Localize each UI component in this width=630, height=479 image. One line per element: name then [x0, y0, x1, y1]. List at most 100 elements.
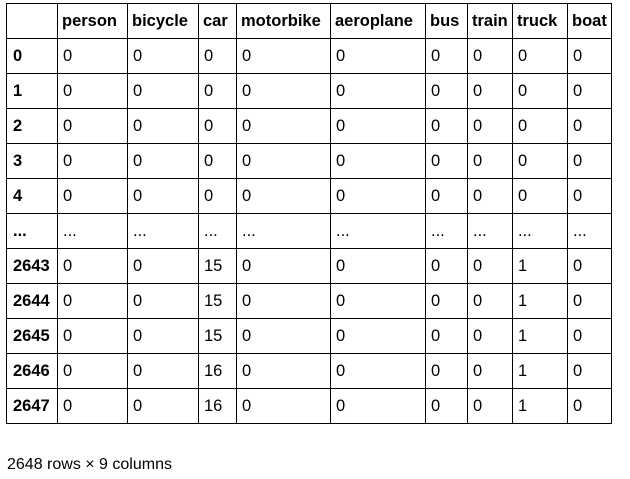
table-cell: 0: [512, 108, 568, 144]
header-row: person bicycle car motorbike aeroplane b…: [6, 3, 612, 39]
row-index-cell: 2647: [6, 388, 58, 424]
table-cell: 0: [567, 248, 612, 284]
table-cell: 0: [330, 38, 426, 74]
table-cell: 0: [330, 73, 426, 109]
table-cell: 0: [57, 108, 128, 144]
table-cell: ...: [198, 213, 237, 249]
table-cell: 0: [425, 283, 468, 319]
table-cell: 0: [567, 143, 612, 179]
table-cell: 0: [330, 248, 426, 284]
table-cell: 0: [236, 318, 331, 354]
table-cell: 0: [512, 178, 568, 214]
row-index-cell: 2646: [6, 353, 58, 389]
table-row: 2644 0 0 15 0 0 0 0 1 0: [6, 283, 612, 319]
index-header-cell: [6, 3, 58, 39]
table-row: ..............................: [6, 213, 612, 249]
table-cell: 0: [236, 38, 331, 74]
column-header-person: person: [57, 3, 128, 39]
row-index-cell: 4: [6, 178, 58, 214]
table-cell: 0: [330, 143, 426, 179]
table-cell: 0: [567, 353, 612, 389]
table-row: 2647 0 0 16 0 0 0 0 1 0: [6, 388, 612, 424]
table-cell: 0: [236, 388, 331, 424]
table-cell: 1: [512, 318, 568, 354]
table-cell: 0: [425, 73, 468, 109]
table-cell: 0: [127, 318, 199, 354]
table-cell: ...: [567, 213, 612, 249]
table-cell: 1: [512, 248, 568, 284]
table-header: person bicycle car motorbike aeroplane b…: [6, 3, 612, 39]
column-header-train: train: [467, 3, 513, 39]
table-cell: 0: [330, 108, 426, 144]
table-cell: ...: [512, 213, 568, 249]
table-cell: 0: [57, 38, 128, 74]
table-cell: 0: [467, 388, 513, 424]
table-cell: 0: [567, 388, 612, 424]
table-cell: 0: [57, 178, 128, 214]
table-cell: 0: [467, 38, 513, 74]
table-cell: 0: [330, 318, 426, 354]
table-cell: 0: [198, 143, 237, 179]
table-cell: 0: [236, 178, 331, 214]
table-cell: 0: [57, 143, 128, 179]
table-cell: 0: [425, 38, 468, 74]
column-header-boat: boat: [567, 3, 612, 39]
row-index-cell: 2645: [6, 318, 58, 354]
table-cell: 1: [512, 388, 568, 424]
table-cell: ...: [467, 213, 513, 249]
table-cell: 0: [330, 178, 426, 214]
table-cell: 0: [467, 108, 513, 144]
column-header-aeroplane: aeroplane: [330, 3, 426, 39]
table-cell: 0: [567, 108, 612, 144]
row-index-cell: 2643: [6, 248, 58, 284]
row-index-cell: 1: [6, 73, 58, 109]
table-cell: 0: [127, 143, 199, 179]
table-cell: 0: [512, 143, 568, 179]
row-index-cell: 0: [6, 38, 58, 74]
table-cell: 0: [330, 283, 426, 319]
dataframe-shape-summary: 2648 rows × 9 columns: [7, 456, 172, 473]
table-cell: 0: [127, 353, 199, 389]
table-cell: ...: [236, 213, 331, 249]
table-cell: 0: [236, 248, 331, 284]
table-cell: 0: [512, 73, 568, 109]
table-cell: 0: [567, 318, 612, 354]
table-cell: 0: [512, 38, 568, 74]
table-row: 2643 0 0 15 0 0 0 0 1 0: [6, 248, 612, 284]
table-cell: 0: [127, 38, 199, 74]
table-cell: 0: [57, 283, 128, 319]
table-cell: 0: [467, 353, 513, 389]
column-header-bus: bus: [425, 3, 468, 39]
table-cell: 0: [467, 178, 513, 214]
table-cell: 0: [198, 73, 237, 109]
table-cell: 0: [236, 73, 331, 109]
table-cell: 0: [425, 318, 468, 354]
table-cell: 15: [198, 318, 237, 354]
table-cell: 0: [127, 108, 199, 144]
table-cell: 16: [198, 353, 237, 389]
table-cell: 0: [198, 178, 237, 214]
row-index-cell: ...: [6, 213, 58, 249]
table-cell: 0: [467, 248, 513, 284]
table-cell: 0: [236, 143, 331, 179]
table-cell: ...: [57, 213, 128, 249]
row-index-cell: 3: [6, 143, 58, 179]
table-cell: ...: [330, 213, 426, 249]
table-row: 2646 0 0 16 0 0 0 0 1 0: [6, 353, 612, 389]
table-cell: 0: [425, 178, 468, 214]
table-cell: 0: [236, 353, 331, 389]
table-cell: 0: [127, 178, 199, 214]
table-cell: 0: [57, 353, 128, 389]
table-cell: 0: [425, 388, 468, 424]
column-header-bicycle: bicycle: [127, 3, 199, 39]
table-cell: ...: [127, 213, 199, 249]
table-cell: 0: [330, 388, 426, 424]
table-cell: 0: [127, 248, 199, 284]
table-cell: 0: [57, 388, 128, 424]
table-cell: 15: [198, 248, 237, 284]
table-cell: 0: [467, 73, 513, 109]
